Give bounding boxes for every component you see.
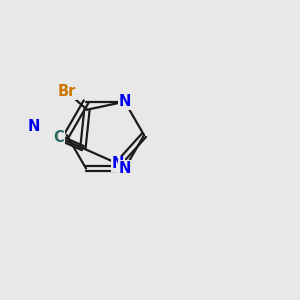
Text: C: C bbox=[53, 130, 64, 145]
Text: Br: Br bbox=[58, 84, 76, 99]
Text: N: N bbox=[28, 119, 40, 134]
Text: N: N bbox=[118, 161, 131, 176]
Text: N: N bbox=[112, 156, 124, 171]
Text: N: N bbox=[118, 94, 131, 109]
